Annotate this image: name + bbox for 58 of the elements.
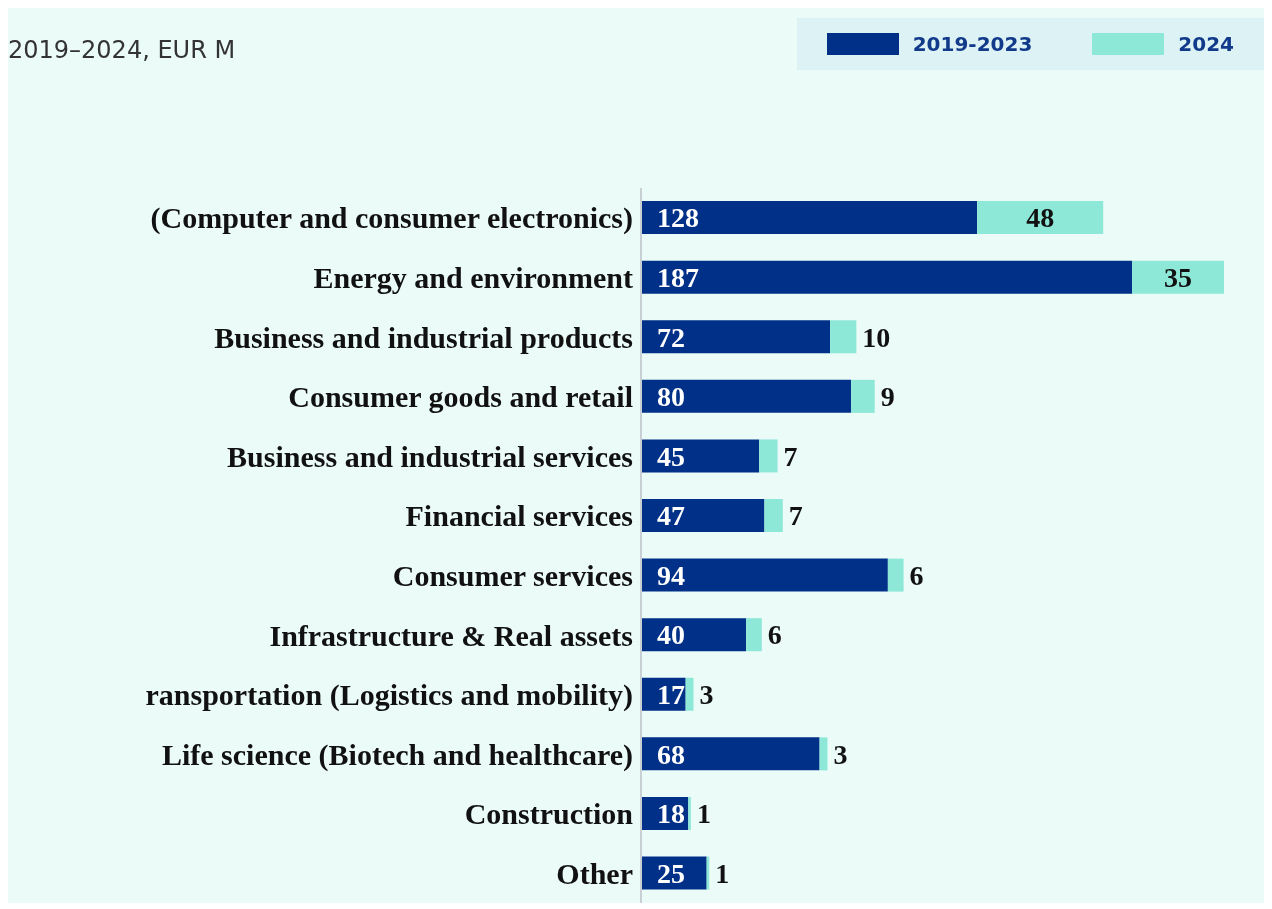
data-label: 68 bbox=[657, 738, 685, 770]
bar bbox=[887, 558, 904, 592]
y-tick-label: Energy and environment bbox=[313, 261, 634, 295]
data-label: 80 bbox=[657, 381, 685, 413]
y-tick-label: Business and industrial products bbox=[214, 320, 633, 354]
y-tick-label: Infrastructure & Real assets bbox=[269, 618, 633, 652]
data-label: 7 bbox=[783, 440, 798, 472]
data-label: 6 bbox=[909, 559, 924, 591]
data-label: 187 bbox=[657, 261, 699, 293]
data-label: 47 bbox=[657, 500, 685, 532]
data-label: 10 bbox=[862, 321, 891, 353]
bar bbox=[641, 260, 1133, 294]
bar bbox=[685, 677, 694, 711]
bar bbox=[1132, 260, 1224, 294]
data-label: 18 bbox=[657, 798, 685, 830]
bar bbox=[759, 439, 778, 473]
bar bbox=[830, 320, 857, 354]
bar bbox=[641, 558, 888, 592]
y-tick-label: Other bbox=[556, 856, 633, 890]
bar bbox=[641, 618, 747, 652]
data-label: 48 bbox=[1026, 202, 1055, 234]
data-label: 94 bbox=[657, 559, 685, 591]
legend-label: 2019-2023 bbox=[912, 32, 1033, 56]
data-label: 72 bbox=[657, 321, 685, 353]
data-label: 3 bbox=[699, 679, 714, 711]
data-label: 3 bbox=[833, 738, 848, 770]
bar bbox=[641, 320, 831, 354]
bar bbox=[641, 439, 760, 473]
bar bbox=[688, 796, 691, 830]
text: 2019–2024, EUR M bbox=[8, 36, 236, 64]
data-label: 17 bbox=[657, 679, 685, 711]
bar bbox=[641, 499, 765, 533]
y-tick-label: ransportation (Logistics and mobility) bbox=[145, 678, 633, 713]
y-tick-label: Consumer goods and retail bbox=[288, 380, 633, 414]
data-label: 25 bbox=[657, 857, 685, 889]
legend-label: 2024 bbox=[1178, 32, 1234, 56]
bar bbox=[977, 201, 1104, 235]
bar bbox=[851, 379, 875, 413]
y-tick-label: Construction bbox=[464, 797, 634, 831]
bar bbox=[641, 201, 978, 235]
data-label: 1 bbox=[715, 857, 730, 889]
y-tick-label: Business and industrial services bbox=[227, 439, 633, 473]
data-label: 40 bbox=[657, 619, 685, 651]
data-label: 1 bbox=[696, 798, 711, 830]
y-tick-label: Life science (Biotech and healthcare) bbox=[161, 737, 633, 772]
data-label: 35 bbox=[1164, 261, 1193, 293]
y-tick-label: (Computer and consumer electronics) bbox=[150, 201, 633, 236]
data-label: 7 bbox=[788, 500, 803, 532]
data-label: 45 bbox=[657, 440, 685, 472]
bar bbox=[764, 499, 783, 533]
data-label: 9 bbox=[880, 381, 895, 413]
bar bbox=[641, 737, 820, 771]
data-label: 6 bbox=[767, 619, 782, 651]
bar bbox=[641, 379, 852, 413]
data-label: 128 bbox=[657, 202, 699, 234]
bar bbox=[746, 618, 762, 652]
y-tick-label: Financial services bbox=[405, 499, 633, 533]
y-tick-label: Consumer services bbox=[392, 558, 633, 592]
